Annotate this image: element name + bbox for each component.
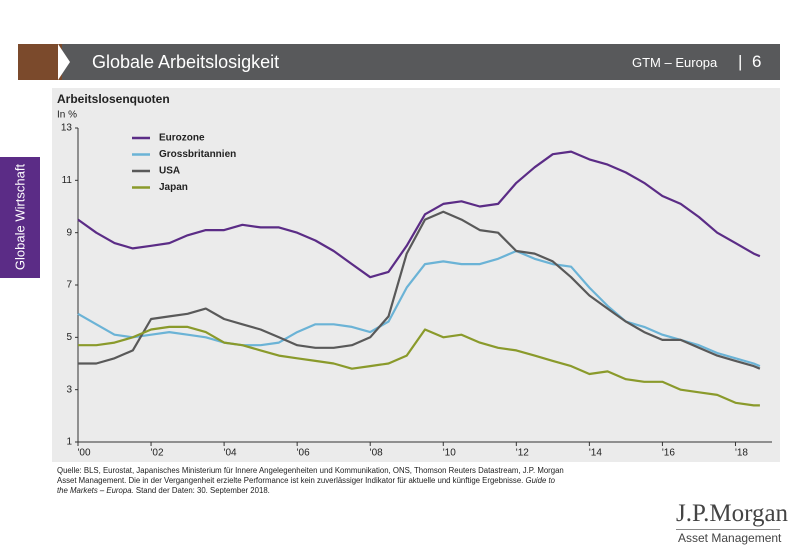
series-line <box>78 325 760 407</box>
y-tick-label: 1 <box>66 437 72 448</box>
y-tick-label: 5 <box>66 332 72 343</box>
legend-label: Japan <box>159 182 188 193</box>
header-bar <box>62 44 780 80</box>
header-arrow <box>58 44 70 80</box>
series-line <box>77 150 761 279</box>
x-tick-label: '02 <box>151 448 164 459</box>
y-tick-label: 13 <box>61 123 73 134</box>
x-tick-label: '10 <box>443 448 456 459</box>
header-section: GTM – Europa <box>632 55 718 70</box>
series-line <box>78 210 761 370</box>
y-tick-label: 7 <box>66 280 72 291</box>
header-separator: | <box>738 52 743 71</box>
footnote: Quelle: BLS, Eurostat, Japanisches Minis… <box>57 466 567 496</box>
x-tick-label: '12 <box>516 448 529 459</box>
footnote-text: Quelle: BLS, Eurostat, Japanisches Minis… <box>57 466 564 485</box>
sidebar: Globale Wirtschaft <box>0 157 40 278</box>
legend-label: Eurozone <box>159 133 205 144</box>
header-title: Globale Arbeitslosigkeit <box>92 52 280 72</box>
x-tick-label: '14 <box>589 448 602 459</box>
y-tick-label: 3 <box>66 384 72 395</box>
x-tick-label: '04 <box>224 448 237 459</box>
y-tick-label: 9 <box>66 227 72 238</box>
y-tick-label: 11 <box>62 175 73 186</box>
x-tick-label: '18 <box>735 448 748 459</box>
y-axis-label: In % <box>57 110 77 121</box>
sidebar-label: Globale Wirtschaft <box>12 163 28 271</box>
chart-title: Arbeitslosenquoten <box>57 92 170 106</box>
x-tick-label: '08 <box>370 448 383 459</box>
logo-subtitle: Asset Management <box>678 531 782 545</box>
header-accent <box>18 44 62 80</box>
legend-label: USA <box>159 166 180 177</box>
x-tick-label: '00 <box>77 448 90 459</box>
x-tick-label: '06 <box>297 448 310 459</box>
series-line <box>77 249 761 368</box>
footnote-text: Stand der Daten: 30. September 2018. <box>133 486 270 495</box>
legend-label: Grossbritannien <box>159 149 236 160</box>
logo-name: J.P.Morgan <box>676 500 789 527</box>
logo-rule <box>676 529 780 530</box>
x-tick-label: '16 <box>662 448 675 459</box>
footnote-italic: Guide to the Markets – Europa. <box>57 476 555 495</box>
page-number: 6 <box>752 52 762 71</box>
